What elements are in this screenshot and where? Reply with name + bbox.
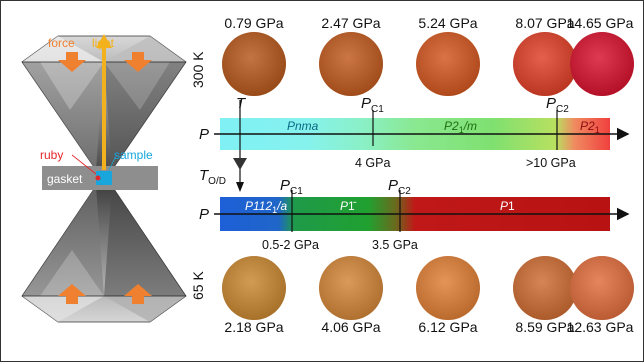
pressure-label-65k-1: 4.06 GPa <box>321 319 380 335</box>
axis-label-65k: P <box>199 206 209 223</box>
phase-main: P <box>340 199 348 213</box>
tick-35gpa: 3.5 GPa <box>372 238 418 252</box>
phase-tail: /a <box>276 199 287 213</box>
force-arrow-icon <box>124 284 152 304</box>
phase-p1121a: P1121/a <box>245 199 287 215</box>
sample-photo-shade <box>319 32 383 96</box>
tick-4gpa: 4 GPa <box>355 156 390 170</box>
sample-photo-shade <box>416 32 480 96</box>
pc2-sub: C2 <box>398 186 411 197</box>
row-300k: 300 K 0.79 GPa 2.47 GPa 5.24 GPa 8.07 GPa14… <box>190 15 634 96</box>
light-beam <box>102 44 106 170</box>
pc2-label-300k: PC2 <box>546 95 569 115</box>
pc2-main: P <box>546 95 556 112</box>
ruby-marker <box>95 175 101 181</box>
phase-p1bar: P1̄ <box>340 199 357 213</box>
tick-05-2gpa: 0.5-2 GPa <box>262 238 319 252</box>
sample-label: sample <box>114 148 153 162</box>
lower-diamond <box>21 185 187 323</box>
sample-photo-shade <box>570 32 634 96</box>
pc1-sub: C1 <box>290 186 303 197</box>
phase-main: P2 <box>444 119 459 133</box>
axis-label-300k: P <box>199 126 209 143</box>
tick-10gpa: >10 GPa <box>526 156 576 170</box>
pc1-label-65k: PC1 <box>280 177 303 197</box>
pc2-sub: C2 <box>556 104 569 115</box>
phase-tail: 1̄ <box>348 199 357 213</box>
pressure-label-65k-4: 12.63 GPa <box>567 319 634 335</box>
pressure-label-300k-0: 0.79 GPa <box>224 15 283 31</box>
pc1-main: P <box>280 177 290 194</box>
diamond-anvil-cell: gasket ruby sample light force <box>21 34 187 323</box>
phase-main: Pnma <box>287 119 319 133</box>
marker-t-300k: T <box>236 95 247 112</box>
pressure-axis-65k: P TO/D PC1 PC2 P1121/a P1̄ P1 0.5-2 GPa … <box>199 167 630 252</box>
pressure-label-65k-3: 8.59 GPa <box>515 319 574 335</box>
sample-photo-shade <box>570 256 634 320</box>
force-label: force <box>48 36 75 50</box>
force-arrow-icon <box>124 52 152 72</box>
upper-diamond <box>21 35 187 171</box>
force-arrow-icon <box>58 284 86 304</box>
pressure-axis-300k: P T PC1 PC2 Pnma P21/m P21 4 GPa >10 GPa <box>199 95 630 170</box>
pressure-label-65k-2: 6.12 GPa <box>418 319 477 335</box>
sample-photo-shade <box>416 256 480 320</box>
phase-sub: 1 <box>272 205 277 215</box>
phase-tail: /m <box>463 119 477 133</box>
pc1-label-300k: PC1 <box>361 95 384 115</box>
temperature-label-65k: 65 K <box>190 271 206 300</box>
pressure-label-300k-1: 2.47 GPa <box>321 15 380 31</box>
phase-p21: P21 <box>580 119 600 135</box>
pressure-label-65k-0: 2.18 GPa <box>224 319 283 335</box>
ruby-label: ruby <box>40 148 63 162</box>
pc1-main: P <box>361 95 371 112</box>
marker-main: T <box>199 167 210 184</box>
cooling-arrow <box>233 158 247 192</box>
phase-sub: 1 <box>595 125 600 135</box>
sample-photo-shade <box>513 256 577 320</box>
phase-tail: 1 <box>508 199 515 213</box>
sample-photo-shade <box>222 32 286 96</box>
sample-marker <box>96 171 112 185</box>
marker-tod: TO/D <box>199 167 226 187</box>
cooling-arrow-icon <box>233 158 247 170</box>
pressure-label-300k-3: 8.07 GPa <box>515 15 574 31</box>
pressure-label-300k-2: 5.24 GPa <box>418 15 477 31</box>
light-arrow-icon <box>96 34 112 48</box>
phase-main: P112 <box>245 199 272 213</box>
phase-main: P <box>500 199 508 213</box>
marker-sub: O/D <box>208 176 226 187</box>
phase-sub: 1 <box>459 125 464 135</box>
phase-p21m: P21/m <box>444 119 477 135</box>
phase-pnma: Pnma <box>287 119 319 133</box>
sample-photo-shade <box>319 256 383 320</box>
light-label: light <box>92 36 115 50</box>
pressure-label-300k-4: 14.65 GPa <box>567 15 634 31</box>
pc2-label-65k: PC2 <box>388 177 411 197</box>
pc1-sub: C1 <box>371 104 384 115</box>
gasket-label: gasket <box>47 172 83 186</box>
sample-photo-shade <box>222 256 286 320</box>
temperature-label-300k: 300 K <box>190 51 206 88</box>
pc2-main: P <box>388 177 398 194</box>
row-65k: 65 K 2.18 GPa 4.06 GPa 6.12 GPa 8.59 GPa12.… <box>190 256 634 335</box>
phase-p1: P1 <box>500 199 515 213</box>
force-arrow-icon <box>58 52 86 72</box>
phase-main: P2 <box>580 119 595 133</box>
sample-photo-shade <box>513 32 577 96</box>
